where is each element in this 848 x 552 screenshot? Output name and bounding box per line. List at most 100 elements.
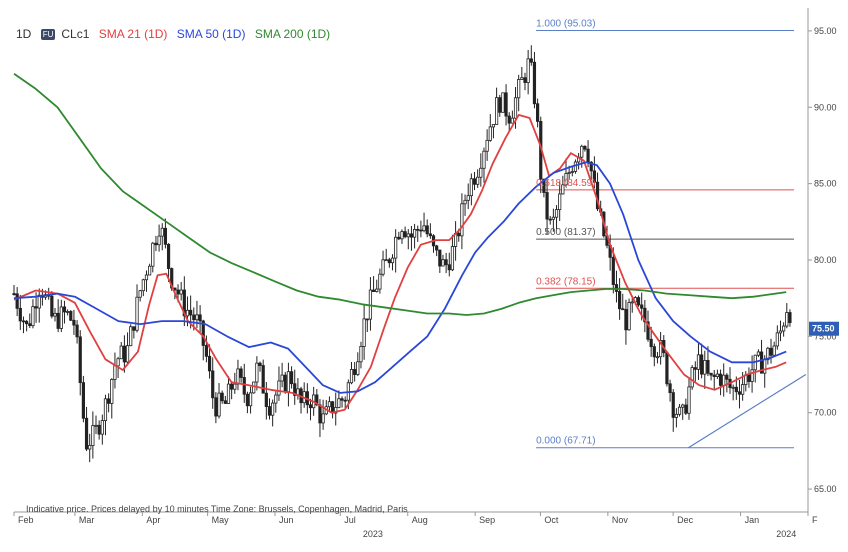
candle-body <box>261 365 265 394</box>
x-tick-label: Apr <box>146 515 160 525</box>
candle-body <box>520 77 524 80</box>
y-tick-label: 70.00 <box>814 408 837 418</box>
candle-body <box>378 273 382 290</box>
candle-body <box>482 150 486 169</box>
candle-body <box>28 323 32 327</box>
candle-body <box>349 369 354 384</box>
x-tick-label: Dec <box>677 515 694 525</box>
candle-body <box>18 307 22 322</box>
candle-body <box>78 336 82 384</box>
candle-body <box>343 399 347 402</box>
chart-frame <box>14 8 809 513</box>
candle-body <box>315 394 319 406</box>
candle-body <box>652 346 656 358</box>
candle-body <box>62 306 67 313</box>
x-tick-label: Jul <box>344 515 356 525</box>
timeframe-label[interactable]: 1D <box>16 27 32 41</box>
candle-body <box>53 312 57 317</box>
candle-body <box>567 172 571 174</box>
candle-body <box>211 370 215 399</box>
candle-body <box>308 404 313 409</box>
candle-body <box>176 289 180 295</box>
candle-body <box>636 297 641 306</box>
last-price-tag-label: 75.50 <box>812 324 835 334</box>
support-trendline <box>688 374 807 449</box>
candle-body <box>119 345 123 360</box>
candle-body <box>491 124 496 128</box>
candle-body <box>223 400 227 404</box>
candle-body <box>192 314 196 321</box>
candle-body <box>630 301 634 304</box>
candle-body <box>517 79 521 99</box>
x-axis: Feb Mar Apr May Jun Jul Aug Sep Oct Nov Dec Jan F 202… <box>13 512 818 539</box>
candle-body <box>643 307 647 323</box>
candle-body <box>289 371 294 385</box>
fib-level-label: 0.382 (78.15) <box>536 276 596 287</box>
candle-body <box>365 318 369 321</box>
candle-body <box>558 193 562 211</box>
x-tick-label: F <box>812 515 818 525</box>
candle-body <box>646 321 650 340</box>
candle-body <box>476 176 480 185</box>
candle-body <box>548 218 552 221</box>
legend-sma50[interactable]: SMA 50 (1D) <box>176 27 246 41</box>
fib-level-label: 0.500 (81.37) <box>536 227 596 238</box>
candle-body <box>163 227 168 245</box>
candle-body <box>283 374 287 393</box>
candle-body <box>129 326 133 347</box>
candle-body <box>788 312 792 323</box>
fibonacci-labels: 1.000 (95.03) 0.618 (84.59) 0.500 (81.37) 0… <box>536 18 596 446</box>
candle-body <box>97 424 101 435</box>
symbol-label[interactable]: CLc1 <box>61 27 90 41</box>
candle-body <box>665 352 669 385</box>
y-tick-label: 75.00 <box>814 331 837 341</box>
last-price-tag: 75.50 <box>809 321 839 336</box>
candle-body <box>141 279 145 292</box>
x-tick-label: May <box>212 515 230 525</box>
candle-body <box>113 365 117 380</box>
candle-body <box>769 347 773 356</box>
candle-body <box>330 401 335 414</box>
candle-body <box>274 394 278 404</box>
x-tick-label: Mar <box>79 515 95 525</box>
candle-body <box>725 374 729 380</box>
candle-body <box>469 178 473 197</box>
candle-body <box>375 288 379 292</box>
candle-body <box>182 289 186 317</box>
candle-body <box>561 184 565 195</box>
candle-body <box>233 383 237 390</box>
candle-body <box>166 243 171 269</box>
candle-body <box>485 139 489 152</box>
candle-body <box>536 103 540 122</box>
candle-body <box>122 345 126 363</box>
candle-body <box>31 306 35 327</box>
candle-body <box>671 392 675 418</box>
candle-body <box>498 97 502 113</box>
y-axis: 95.00 90.00 85.00 80.00 75.00 70.00 65.00 <box>808 26 837 494</box>
x-year-label: 2023 <box>363 529 383 539</box>
legend-sma200[interactable]: SMA 200 (1D) <box>254 27 331 41</box>
fib-level-label: 0.000 (67.71) <box>536 436 596 447</box>
candle-body <box>21 320 26 323</box>
candle-body <box>154 242 158 246</box>
candle-body <box>611 256 615 285</box>
candle-body <box>280 374 284 382</box>
candle-body <box>529 58 533 63</box>
candle-body <box>545 192 549 220</box>
x-tick-label: Nov <box>612 515 629 525</box>
candle-body <box>450 246 455 271</box>
candle-body <box>356 361 360 375</box>
candle-body <box>772 345 776 356</box>
candle-body <box>50 295 54 317</box>
candle-body <box>201 320 205 346</box>
candle-body <box>321 413 325 424</box>
candle-body <box>570 171 574 173</box>
candle-body <box>88 445 92 450</box>
candle-body <box>264 392 268 407</box>
candle-body <box>12 293 16 296</box>
candle-body <box>242 377 246 395</box>
candle-body <box>337 398 341 408</box>
legend-sma21[interactable]: SMA 21 (1D) <box>98 27 168 41</box>
candle-body <box>353 369 357 375</box>
